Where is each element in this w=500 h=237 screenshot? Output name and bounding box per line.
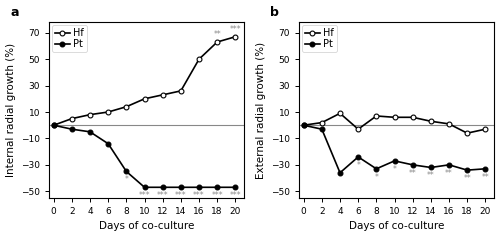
Pt (69, 128, 75, 131)
Text: ***: *** (230, 191, 241, 200)
Hf (196, 58, 202, 61)
Y-axis label: External radial growth (%): External radial growth (%) (256, 41, 266, 179)
Text: *: * (392, 165, 396, 174)
X-axis label: Days of co-culture: Days of co-culture (99, 221, 194, 232)
Text: **: ** (409, 169, 416, 178)
Hf (355, 128, 361, 131)
Text: b: b (270, 6, 278, 19)
Line: Pt: Pt (52, 123, 238, 190)
Text: ***: *** (230, 25, 241, 34)
Pt (374, 167, 380, 170)
Hf (160, 93, 166, 96)
Hf (482, 128, 488, 131)
Hf (428, 120, 434, 123)
Pt (464, 169, 470, 172)
Pt (410, 164, 416, 166)
Pt (300, 124, 306, 127)
Line: Hf: Hf (52, 34, 238, 128)
Pt (319, 128, 325, 131)
Hf (124, 105, 130, 108)
Text: ***: *** (157, 191, 168, 200)
Hf (214, 41, 220, 43)
Hf (69, 117, 75, 120)
Pt (50, 124, 56, 127)
Pt (160, 186, 166, 189)
Text: ***: *** (175, 191, 186, 200)
Pt (392, 160, 398, 162)
Text: a: a (10, 6, 18, 19)
Pt (232, 186, 238, 189)
Hf (105, 111, 111, 114)
Hf (232, 35, 238, 38)
Pt (196, 186, 202, 189)
Pt (355, 155, 361, 158)
Pt (124, 170, 130, 173)
Text: **: ** (482, 173, 489, 182)
Text: **: ** (427, 171, 434, 180)
Hf (337, 112, 343, 115)
Y-axis label: Internal radial growth (%): Internal radial growth (%) (6, 43, 16, 177)
Hf (87, 113, 93, 116)
Legend: Hf, Pt: Hf, Pt (302, 25, 337, 52)
Hf (142, 97, 148, 100)
Pt (214, 186, 220, 189)
Text: **: ** (214, 30, 221, 39)
Text: *: * (356, 161, 360, 170)
Hf (50, 124, 56, 127)
Hf (319, 121, 325, 124)
Pt (337, 171, 343, 174)
Hf (300, 124, 306, 127)
Legend: Hf, Pt: Hf, Pt (52, 25, 87, 52)
Pt (428, 166, 434, 169)
Pt (446, 164, 452, 166)
Text: **: ** (445, 169, 453, 178)
Pt (142, 186, 148, 189)
Hf (464, 132, 470, 135)
Text: *: * (124, 175, 128, 184)
Pt (87, 130, 93, 133)
Pt (178, 186, 184, 189)
Line: Pt: Pt (302, 123, 488, 175)
Text: *: * (374, 173, 378, 182)
Hf (374, 114, 380, 117)
Text: ***: *** (193, 191, 205, 200)
Text: ***: *** (212, 191, 223, 200)
Hf (178, 89, 184, 92)
Hf (446, 123, 452, 125)
Line: Hf: Hf (302, 111, 488, 136)
X-axis label: Days of co-culture: Days of co-culture (349, 221, 444, 232)
Text: ***: *** (138, 191, 150, 200)
Pt (105, 142, 111, 145)
Hf (410, 116, 416, 119)
Text: **: ** (464, 174, 471, 183)
Hf (392, 116, 398, 119)
Pt (482, 167, 488, 170)
